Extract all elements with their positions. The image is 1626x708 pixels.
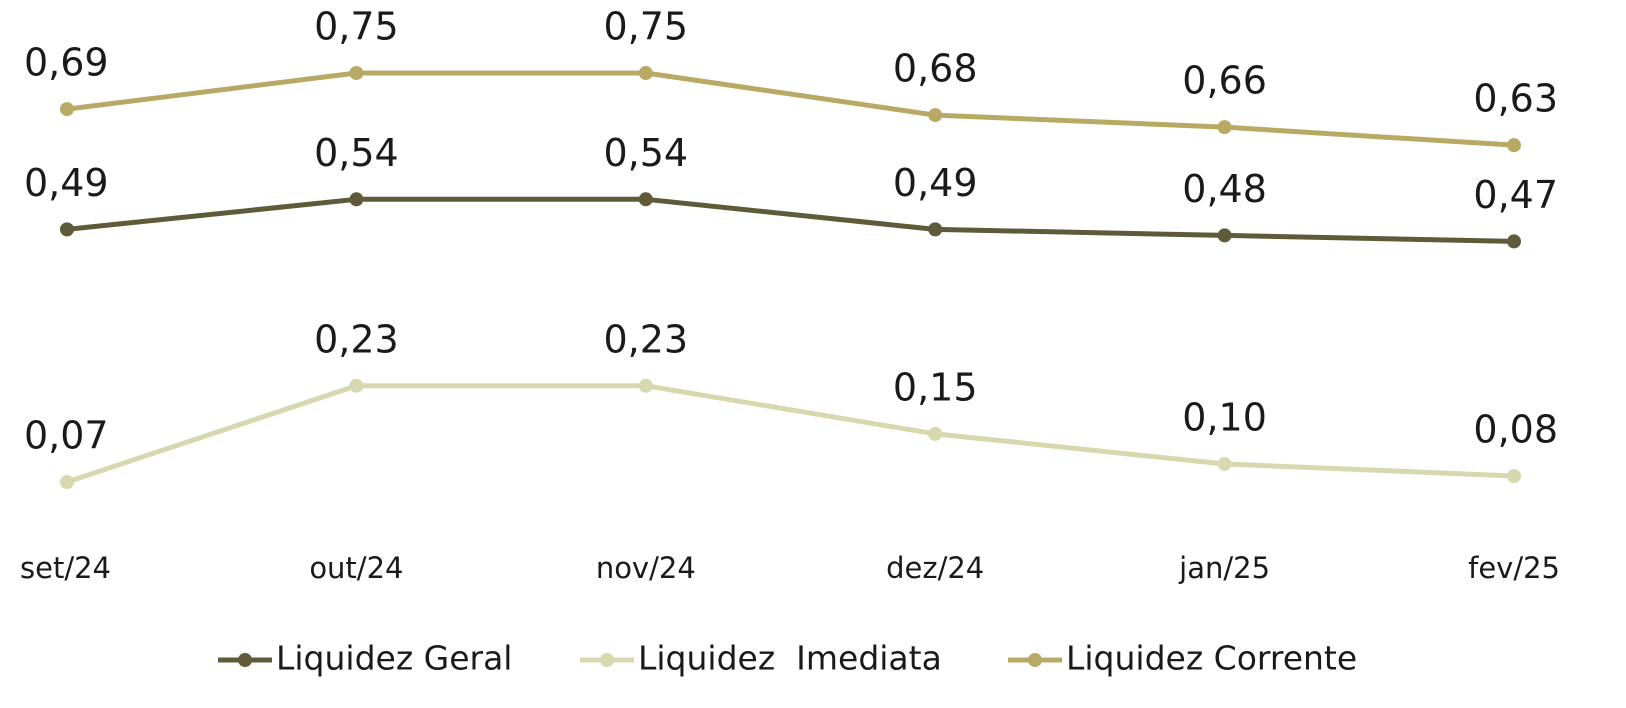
point xyxy=(1217,120,1232,135)
legend-marker xyxy=(1028,653,1042,667)
point xyxy=(1217,456,1232,471)
point xyxy=(349,378,364,393)
point xyxy=(60,222,74,237)
point xyxy=(1507,138,1521,153)
data-label: 0,49 xyxy=(24,161,109,205)
data-label: 0,10 xyxy=(1182,395,1267,439)
legend-marker xyxy=(600,653,614,667)
point xyxy=(1217,228,1232,243)
data-label: 0,63 xyxy=(1473,77,1558,121)
data-label: 0,23 xyxy=(603,317,688,361)
legend-label: Liquidez Corrente xyxy=(1066,639,1357,678)
data-label: 0,69 xyxy=(24,41,109,85)
point xyxy=(1507,468,1521,483)
point xyxy=(638,66,653,80)
data-label: 0,23 xyxy=(314,317,399,361)
data-label: 0,75 xyxy=(314,5,399,49)
series-line xyxy=(66,196,1515,244)
data-label: 0,07 xyxy=(24,414,109,458)
legend-label: Liquidez Geral xyxy=(276,639,512,678)
data-label: 0,54 xyxy=(603,131,688,175)
data-label: 0,68 xyxy=(893,47,978,91)
data-label: 0,75 xyxy=(603,5,688,49)
point xyxy=(928,108,943,123)
x-tick-label: nov/24 xyxy=(596,551,696,585)
x-tick-label: fev/25 xyxy=(1468,551,1560,585)
point xyxy=(638,378,653,393)
x-tick-label: set/24 xyxy=(20,551,111,585)
x-tick-label: out/24 xyxy=(309,551,403,585)
point xyxy=(349,66,364,80)
data-label: 0,47 xyxy=(1473,173,1558,217)
x-tick-label: jan/25 xyxy=(1178,551,1270,585)
point xyxy=(928,222,943,237)
series-line xyxy=(66,383,1515,485)
data-label: 0,15 xyxy=(893,365,978,409)
x-tick-label: dez/24 xyxy=(886,551,984,585)
data-label: 0,49 xyxy=(893,161,978,205)
point xyxy=(60,102,74,117)
legend-label: Liquidez Imediata xyxy=(638,639,942,678)
legend-marker xyxy=(238,653,252,667)
point xyxy=(638,192,653,207)
point xyxy=(60,475,74,489)
point xyxy=(1507,234,1521,249)
point xyxy=(349,192,364,207)
data-label: 0,48 xyxy=(1182,167,1267,211)
data-label: 0,08 xyxy=(1473,407,1558,451)
series-line xyxy=(66,70,1515,148)
point xyxy=(928,426,943,441)
data-label: 0,54 xyxy=(314,131,399,175)
data-label: 0,66 xyxy=(1182,59,1267,103)
